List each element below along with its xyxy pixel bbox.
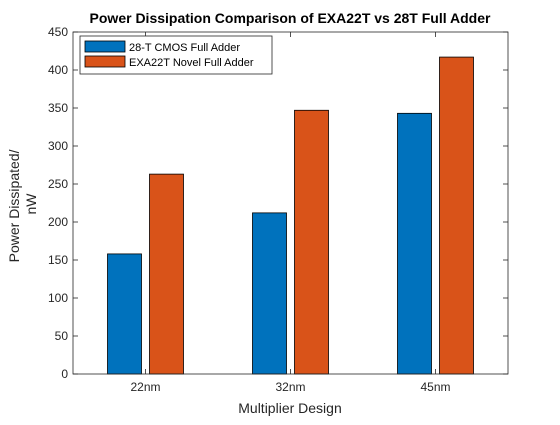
legend-swatch bbox=[84, 55, 126, 68]
y-tick-label: 450 bbox=[48, 25, 68, 39]
x-tick-label: 45nm bbox=[420, 380, 450, 394]
y-tick-label: 200 bbox=[48, 215, 68, 229]
x-tick-label: 22nm bbox=[130, 380, 160, 394]
bar-exa22t-45nm bbox=[439, 56, 474, 375]
bar-cmos-28t-22nm bbox=[107, 253, 142, 375]
y-tick-label: 300 bbox=[48, 139, 68, 153]
y-tick-label: 350 bbox=[48, 101, 68, 115]
x-axis-label: Multiplier Design bbox=[238, 400, 341, 416]
y-axis-label-line-2: nW bbox=[23, 193, 39, 215]
legend-swatch bbox=[84, 40, 126, 53]
x-tick-label: 32nm bbox=[275, 380, 305, 394]
y-tick-label: 50 bbox=[55, 329, 69, 343]
bar-exa22t-32nm bbox=[294, 109, 329, 375]
y-tick-label: 150 bbox=[48, 253, 68, 267]
y-axis-label-line-1: Power Dissipated/ bbox=[6, 149, 22, 262]
y-tick-label: 400 bbox=[48, 63, 68, 77]
y-axis-label: Power Dissipated/ nW bbox=[6, 146, 39, 263]
legend-label: 28-T CMOS Full Adder bbox=[129, 42, 240, 54]
y-tick-label: 250 bbox=[48, 177, 68, 191]
chart-title: Power Dissipation Comparison of EXA22T v… bbox=[90, 10, 491, 26]
legend-label: EXA22T Novel Full Adder bbox=[129, 57, 254, 69]
y-tick-label: 0 bbox=[61, 367, 68, 381]
bar-cmos-28t-45nm bbox=[397, 112, 432, 375]
y-tick-label: 100 bbox=[48, 291, 68, 305]
plot-area bbox=[73, 32, 508, 374]
bar-cmos-28t-32nm bbox=[252, 212, 287, 375]
bar-exa22t-22nm bbox=[149, 173, 184, 375]
